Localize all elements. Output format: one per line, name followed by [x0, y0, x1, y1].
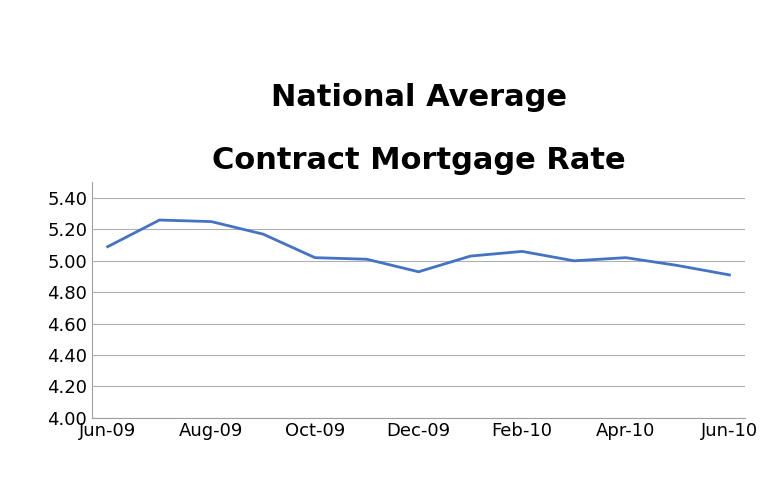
- Title: National Average

Contract Mortgage Rate: National Average Contract Mortgage Rate: [212, 83, 625, 175]
